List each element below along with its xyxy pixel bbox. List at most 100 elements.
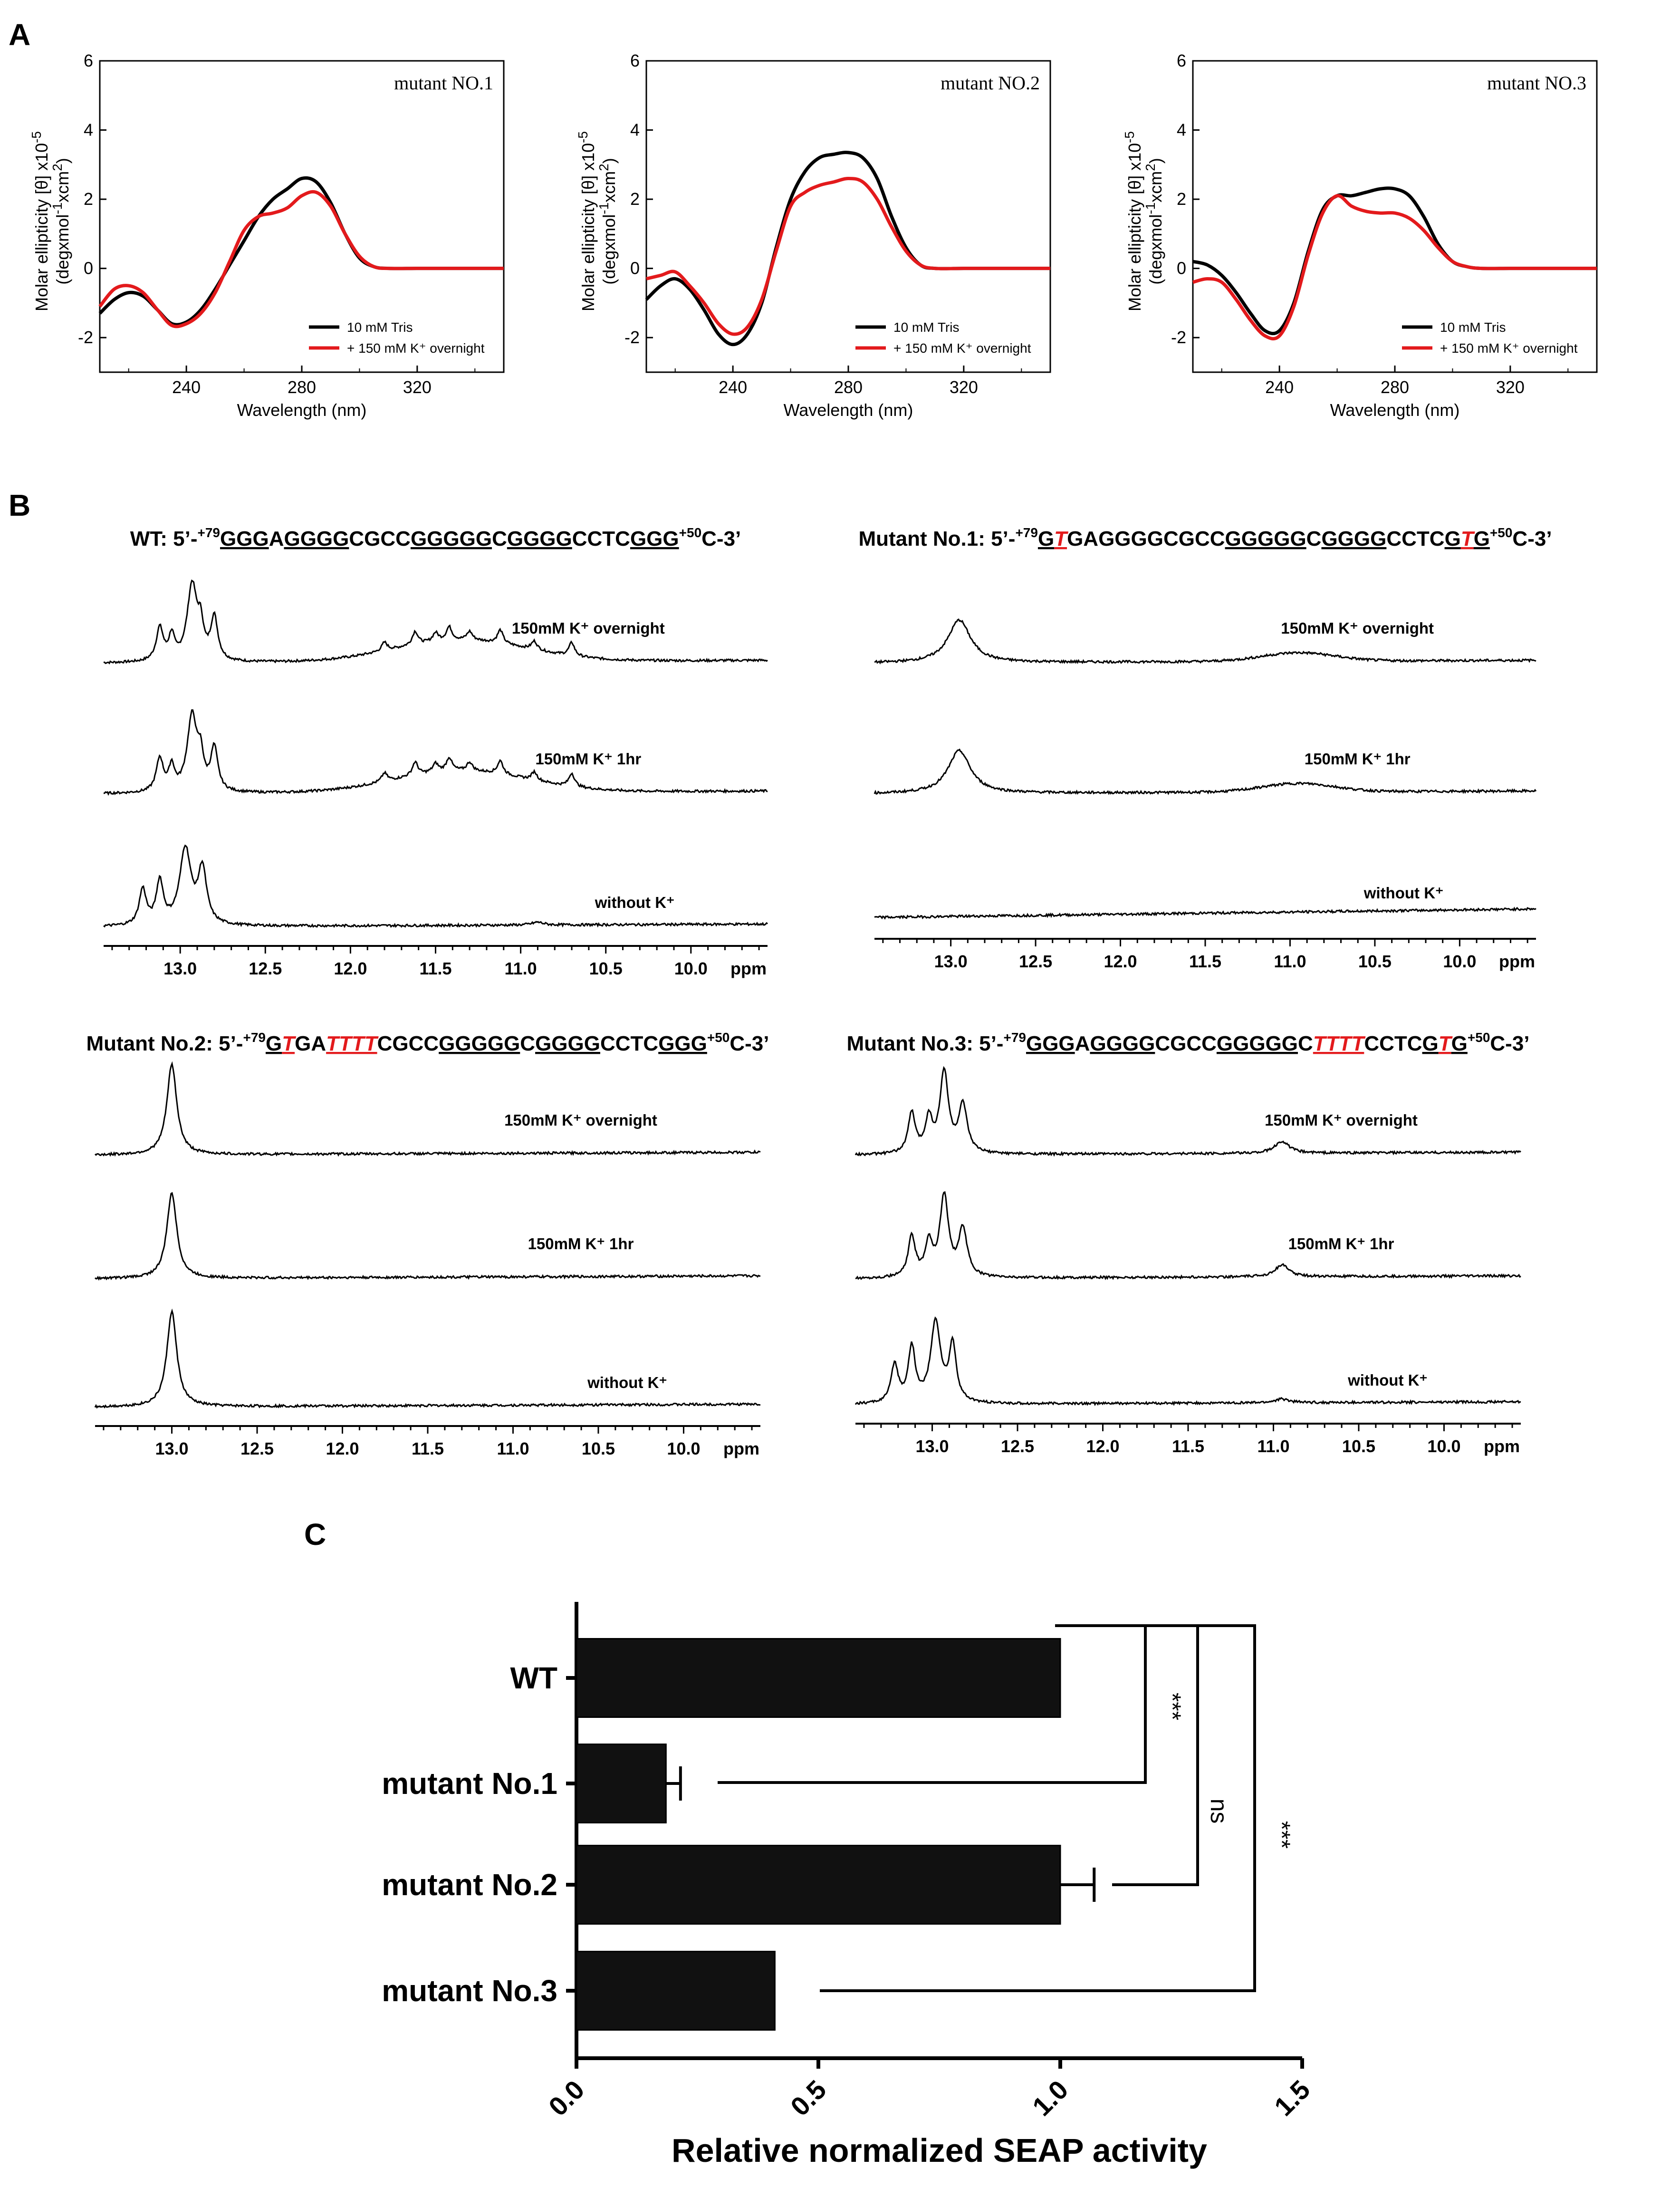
cd-frame (99, 60, 505, 373)
cd-ylabel-unit-c: ) (599, 158, 619, 164)
seq-end: C-3’ (701, 527, 741, 550)
seq-segment: CGCC (377, 1032, 439, 1055)
panel-label-b: B (9, 488, 30, 522)
cd-ylabel-unit-exp1: -1 (1143, 202, 1158, 214)
cd-xtick-label: 280 (288, 377, 316, 397)
cd-ylabel-text: Molar ellipticity [θ] x10 (1125, 143, 1144, 311)
seq-prefix: Mutant No.3: 5’- (846, 1032, 1003, 1055)
cd-ytick-label: 6 (630, 51, 640, 70)
cd-ytick-label: 0 (84, 259, 93, 278)
seq-end: C-3’ (1512, 527, 1552, 550)
nmr-tick-label: 11.0 (505, 959, 537, 978)
nmr-tick-label: 13.0 (915, 1436, 949, 1456)
bar-xtick-label: 0.0 (543, 2074, 590, 2122)
bar-xtick-label: 0.5 (785, 2074, 832, 2122)
cd-ytick-label: 4 (630, 120, 640, 140)
bar-xtick-label: 1.5 (1268, 2074, 1316, 2122)
cd-legend-label: 10 mM Tris (893, 320, 959, 335)
cd-ytick-label: 0 (630, 259, 640, 278)
nmr-ppm-label: ppm (1484, 1436, 1520, 1456)
nmr-tick-label: 13.0 (155, 1439, 188, 1458)
cd-panel-1: 6 4 2 0 -2 240 280 320 Wavelength (nm) Molar elli… (29, 51, 505, 420)
nmr-spectrum-line (854, 1066, 1521, 1157)
nmr-tick-label: 12.0 (326, 1439, 359, 1458)
nmr-tick-label: 11.5 (412, 1439, 444, 1458)
cd-legend-label: + 150 mM K⁺ overnight (1440, 341, 1578, 356)
nmr-tick-label: 11.5 (419, 959, 451, 978)
seq-sup-end: +50 (1490, 525, 1513, 540)
cd-series-line-k (646, 176, 1050, 336)
nmr-spectrum-line (103, 579, 768, 665)
cd-xtick-label: 240 (719, 377, 747, 397)
cd-legend-label: + 150 mM K⁺ overnight (893, 341, 1031, 356)
bar-xtick-label: 1.0 (1027, 2074, 1074, 2122)
cd-ytick-label: -2 (78, 328, 93, 347)
nmr-panel-4: Mutant No.3: 5’-+79GGGAGGGGCGCCGGGGGCTTT… (846, 1030, 1529, 1456)
nmr-spectrum-line (94, 1308, 761, 1409)
bar-wt (576, 1638, 1061, 1718)
bar-mutant-no-2 (576, 1845, 1061, 1925)
seq-segment: G (1445, 527, 1461, 550)
cd-ytick-label: 2 (630, 189, 640, 209)
nmr-ppm-label: ppm (1499, 952, 1535, 971)
bar-category-label: mutant No.2 (382, 1868, 557, 1902)
nmr-tick-label: 13.0 (934, 952, 968, 971)
nmr-condition-label: without K⁺ (587, 1374, 667, 1391)
seq-segment: GGG (220, 527, 269, 550)
nmr-spectrum-line (854, 1316, 1521, 1407)
bar-mutant-no-3 (576, 1951, 776, 2031)
seq-segment: G (1474, 527, 1490, 550)
cd-ytick-label: 4 (84, 120, 93, 140)
nmr-tick-label: 12.5 (1019, 952, 1052, 971)
seq-segment: G (266, 1032, 282, 1055)
nmr-tick-label: 11.0 (497, 1439, 529, 1458)
seq-segment: GGGG (507, 527, 572, 550)
bar-xlabel: Relative normalized SEAP activity (672, 2132, 1207, 2169)
nmr-ppm-label: ppm (730, 959, 767, 978)
nmr-sequence: Mutant No.1: 5’-+79GTGAGGGGCGCCGGGGGCGGG… (858, 525, 1552, 550)
nmr-panel-2: Mutant No.1: 5’-+79GTGAGGGGCGCCGGGGGCGGG… (858, 525, 1552, 971)
nmr-panel-1: WT: 5’-+79GGGAGGGGCGCCGGGGGCGGGGCCTCGGG+… (103, 525, 768, 978)
cd-frame (645, 60, 1051, 373)
seq-prefix: WT: 5’- (130, 527, 198, 550)
nmr-condition-label: without K⁺ (1363, 884, 1444, 902)
cd-ylabel-1: Molar ellipticity [θ] x10-5 (29, 131, 51, 311)
nmr-tick-label: 10.5 (582, 1439, 615, 1458)
cd-ylabel-unit-exp1: -1 (50, 202, 65, 214)
nmr-tick-label: 12.5 (240, 1439, 274, 1458)
cd-ylabel-unit: (degxmol (1146, 214, 1165, 285)
seq-segment: T (1461, 527, 1475, 550)
seq-segment: C (1306, 527, 1322, 550)
cd-legend-label: 10 mM Tris (347, 320, 413, 335)
seq-segment: A (1075, 1032, 1090, 1055)
nmr-spectrum-line (874, 748, 1537, 795)
seq-segment: T (1054, 527, 1068, 550)
seq-segment: CGCC (1155, 1032, 1217, 1055)
cd-legend-label: 10 mM Tris (1440, 320, 1506, 335)
bar-category-label: WT (510, 1661, 558, 1695)
nmr-tick-label: 12.0 (1104, 952, 1137, 971)
nmr-sequence: Mutant No.2: 5’-+79GTGATTTTCGCCGGGGGCGGG… (86, 1030, 769, 1055)
seq-segment: G (1038, 527, 1054, 550)
cd-panel-3: 6 4 2 0 -2 240 280 320 Wavelength (nm) Molar elli… (1122, 51, 1598, 420)
cd-xtick-label: 320 (403, 377, 432, 397)
nmr-condition-label: 150mM K⁺ overnight (1281, 619, 1434, 637)
seq-prefix: Mutant No.1: 5’- (858, 527, 1015, 550)
seq-segment: GGGGG (1225, 527, 1306, 550)
nmr-tick-label: 10.0 (674, 959, 708, 978)
seq-segment: TTTT (326, 1032, 379, 1055)
cd-xtick-label: 320 (1496, 377, 1525, 397)
seq-segment: CCTC (1386, 527, 1444, 550)
cd-ylabel-unit-b: xcm (599, 171, 619, 202)
cd-ylabel-2: (degxmol-1xcm2) (1143, 158, 1165, 285)
bar-category-label: mutant No.3 (382, 1974, 557, 2008)
seq-segment: CCTC (1364, 1032, 1422, 1055)
nmr-spectrum-line (103, 709, 768, 796)
nmr-tick-label: 10.0 (1427, 1436, 1460, 1456)
nmr-sequence: Mutant No.3: 5’-+79GGGAGGGGCGCCGGGGGCTTT… (846, 1030, 1529, 1055)
nmr-condition-label: without K⁺ (1347, 1371, 1428, 1389)
nmr-panels: WT: 5’-+79GGGAGGGGCGCCGGGGGCGGGGCCTCGGG+… (86, 525, 1552, 1458)
nmr-tick-label: 11.5 (1172, 1436, 1204, 1456)
cd-xtick-label: 240 (172, 377, 201, 397)
seq-sup-end: +50 (679, 525, 702, 540)
